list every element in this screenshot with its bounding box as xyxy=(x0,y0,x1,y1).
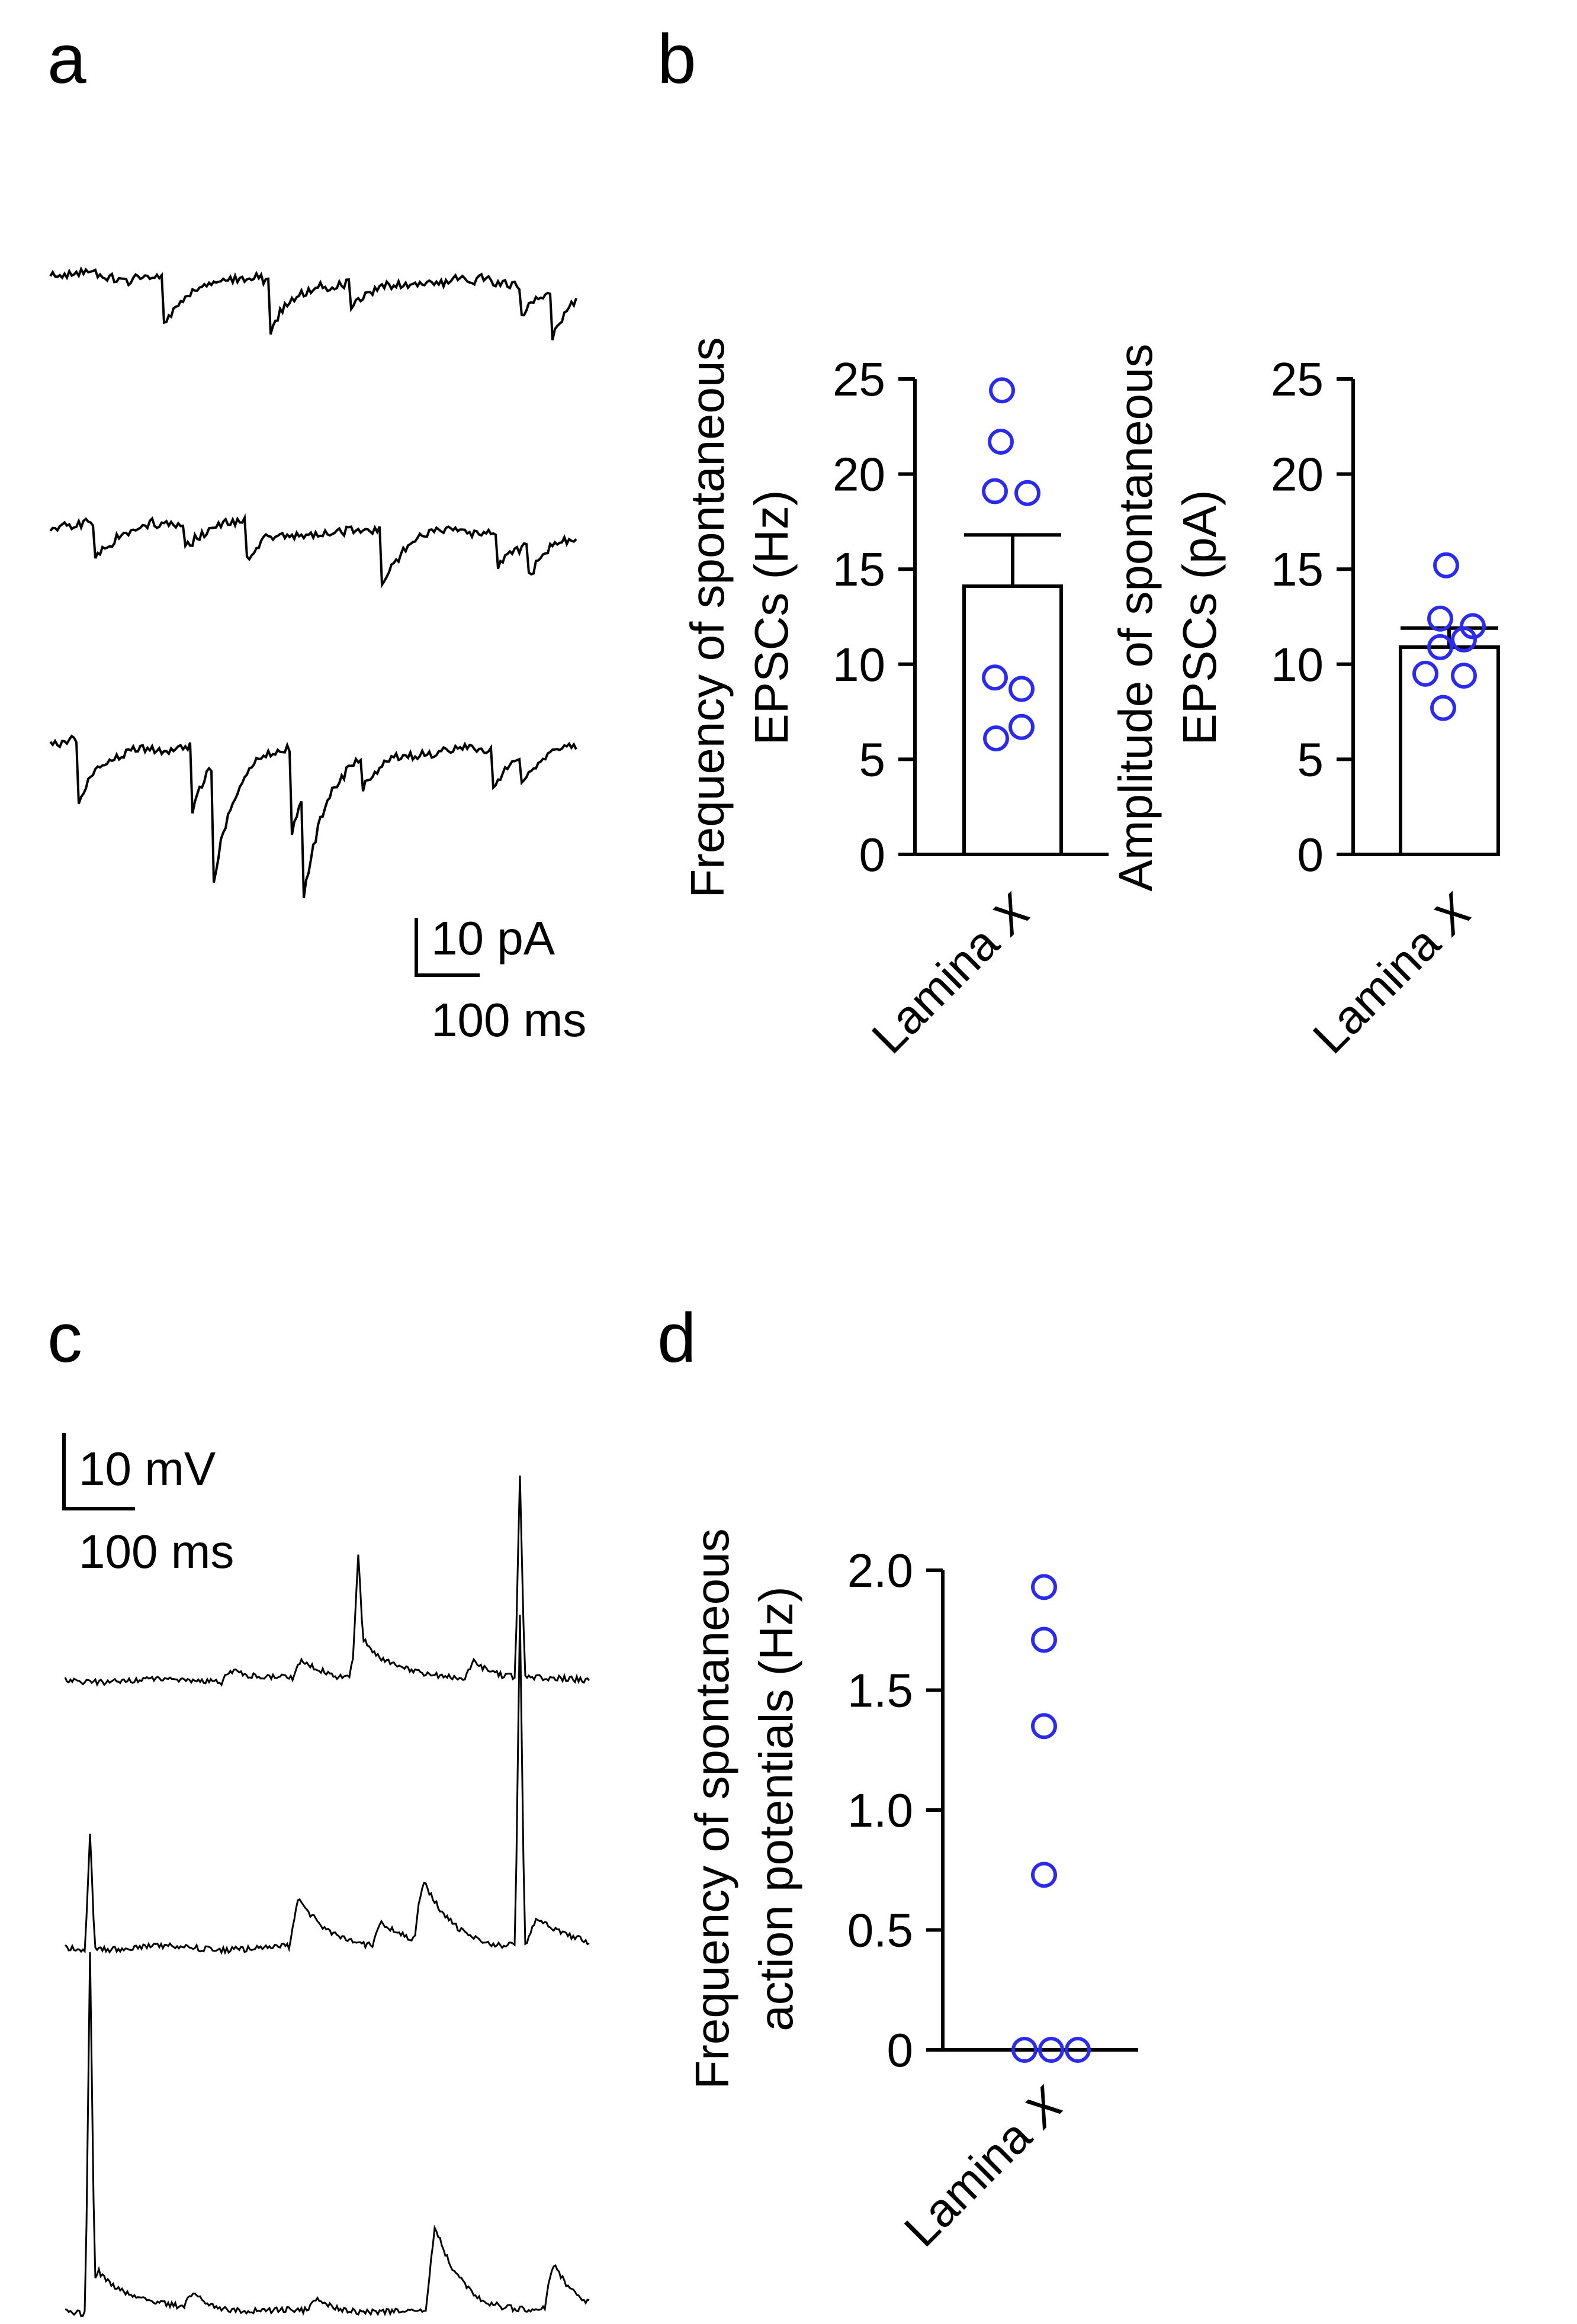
y-tick-label: 5 xyxy=(1297,733,1324,786)
y-tick-label: 20 xyxy=(1271,448,1324,501)
y-axis-title: Frequency of spontaneous EPSCs (Hz) xyxy=(681,337,798,898)
y-axis-title: Frequency of spontaneous action potential… xyxy=(686,1528,802,2089)
panel-d-label: d xyxy=(657,1299,696,1377)
panel-c-traces xyxy=(64,1475,590,2317)
data-point xyxy=(1460,613,1486,639)
data-point xyxy=(1433,552,1459,578)
panel-b-label: b xyxy=(657,20,696,98)
y-tick-label: 1.5 xyxy=(847,1664,913,1717)
trace-a3 xyxy=(49,734,577,899)
scale-bar-a-lines xyxy=(415,918,480,977)
y-axis-title: Amplitude of spontaneous EPSCs (pA) xyxy=(1109,343,1226,891)
data-point xyxy=(988,428,1014,455)
y-tick-label: 25 xyxy=(833,353,885,406)
chart-frequency-action-potentials: 0 0.5 1.0 1.5 2.0 Frequency of spontaneous act… xyxy=(686,1528,1138,2257)
trace-c1 xyxy=(64,1475,590,1687)
y-tick-label: 10 xyxy=(833,638,885,691)
y-tick-label: 0 xyxy=(859,828,886,881)
x-category-label: Lamina X xyxy=(862,883,1042,1063)
data-point xyxy=(1011,2037,1038,2063)
y-tick-label: 1.0 xyxy=(847,1784,913,1837)
trace-a2 xyxy=(49,513,577,589)
data-point xyxy=(1427,605,1453,632)
data-point xyxy=(1038,2037,1064,2063)
data-point xyxy=(1031,1713,1057,1740)
data-point xyxy=(1451,626,1477,653)
y-tick-label: 20 xyxy=(833,448,885,501)
scale-bar-c: 10 mV 100 ms xyxy=(62,1433,234,1578)
y-tick-label: 25 xyxy=(1271,353,1324,406)
data-point xyxy=(982,478,1008,504)
data-point xyxy=(1008,713,1035,740)
data-point xyxy=(1430,695,1456,721)
trace-a1 xyxy=(49,266,577,340)
data-point xyxy=(989,377,1015,404)
chart-amplitude-epscs: 0 5 10 15 20 25 Amplitude of spontaneous EPSCs … xyxy=(1109,343,1500,1063)
trace-c2 xyxy=(65,1614,590,1955)
data-point xyxy=(1031,1627,1057,1653)
scale-bar-c-vertical-label: 10 mV xyxy=(79,1442,216,1495)
y-tick-label: 15 xyxy=(1271,543,1324,596)
chart-frequency-epscs: 0 5 10 15 20 25 Frequency of spontaneous EPSCs … xyxy=(681,337,1109,1063)
data-point xyxy=(983,725,1009,752)
panel-a-traces xyxy=(49,266,577,899)
data-point xyxy=(1008,676,1035,702)
scale-bar-a-horizontal-label: 100 ms xyxy=(431,994,586,1046)
data-point xyxy=(1451,663,1477,689)
data-point xyxy=(1031,1862,1057,1888)
data-point xyxy=(1427,634,1453,660)
panel-c-label: c xyxy=(47,1299,82,1377)
y-tick-label: 5 xyxy=(859,733,886,786)
panel-a-label: a xyxy=(47,20,86,98)
scale-bar-c-horizontal-label: 100 ms xyxy=(79,1525,234,1578)
scale-bar-a: 10 pA 100 ms xyxy=(415,912,586,1046)
y-tick-label: 2.0 xyxy=(847,1544,913,1597)
scale-bar-c-lines xyxy=(62,1433,135,1510)
data-point xyxy=(1412,660,1438,687)
data-point xyxy=(982,664,1008,691)
trace-c3 xyxy=(65,1952,590,2317)
x-category-label: Lamina X xyxy=(894,2077,1074,2257)
data-point xyxy=(1065,2037,1091,2063)
y-tick-label: 0 xyxy=(1297,828,1324,881)
data-point xyxy=(1031,1574,1057,1600)
y-tick-label: 10 xyxy=(1271,638,1324,691)
y-tick-label: 0.5 xyxy=(847,1904,913,1957)
scale-bar-a-vertical-label: 10 pA xyxy=(431,912,555,965)
y-tick-label: 15 xyxy=(833,543,885,596)
data-point xyxy=(1014,480,1040,506)
y-tick-label: 0 xyxy=(887,2024,914,2077)
x-category-label: Lamina X xyxy=(1303,883,1483,1063)
